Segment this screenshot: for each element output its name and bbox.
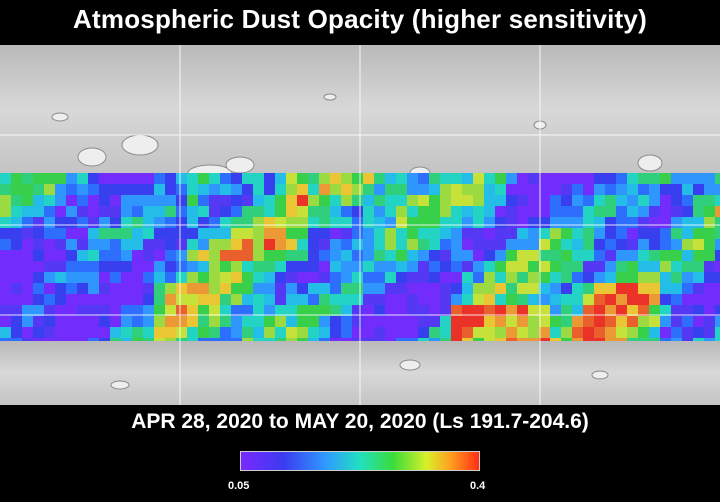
colorbar-max-label: 0.4: [470, 480, 486, 492]
lat-lon-grid: [0, 45, 720, 405]
colorbar-min-label: 0.05: [228, 480, 250, 492]
colorbar: [240, 451, 480, 471]
date-range: APR 28, 2020 to MAY 20, 2020 (Ls 191.7-2…: [131, 410, 589, 433]
map-title: Atmospheric Dust Opacity (higher sensiti…: [73, 4, 647, 34]
mars-dust-map: [0, 45, 720, 405]
dust-cells: [0, 173, 720, 341]
